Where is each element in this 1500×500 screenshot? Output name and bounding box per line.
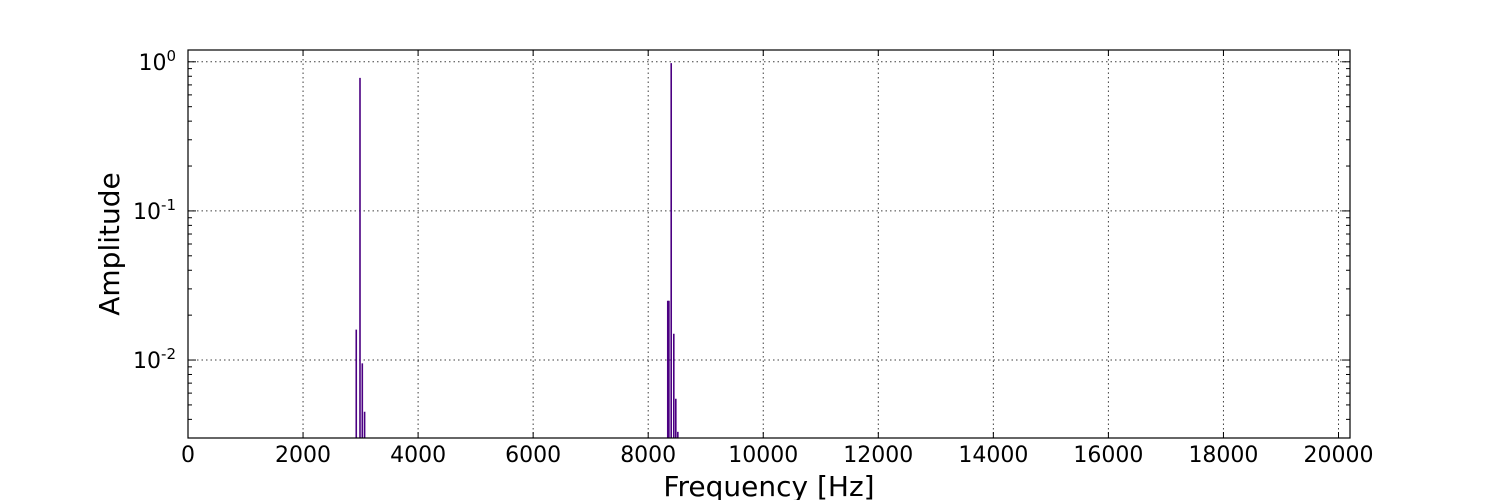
x-axis-ticks: 0 2000 4000 6000 8000 10000 12000 14000 16000 180… (181, 50, 1373, 468)
x-tick-label: 14000 (958, 443, 1028, 468)
y-tick-label: 10-2 (133, 345, 176, 374)
x-tick-label: 2000 (275, 443, 331, 468)
y-tick-label: 10-1 (133, 196, 176, 225)
x-tick-label: 10000 (728, 443, 798, 468)
x-tick-label: 8000 (620, 443, 676, 468)
x-tick-label: 12000 (843, 443, 913, 468)
x-axis-label: Frequency [Hz] (663, 470, 874, 500)
x-tick-label: 4000 (390, 443, 446, 468)
x-tick-label: 16000 (1073, 443, 1143, 468)
x-tick-label: 18000 (1188, 443, 1258, 468)
x-tick-label: 20000 (1303, 443, 1373, 468)
y-axis-ticks: 100 10-1 10-2 (133, 47, 1350, 439)
y-tick-label: 100 (138, 47, 176, 76)
y-axis-label: Amplitude (93, 172, 126, 316)
spectrum-bars (355, 63, 679, 438)
x-tick-label: 0 (181, 443, 195, 468)
grid (188, 50, 1350, 438)
x-tick-label: 6000 (505, 443, 561, 468)
